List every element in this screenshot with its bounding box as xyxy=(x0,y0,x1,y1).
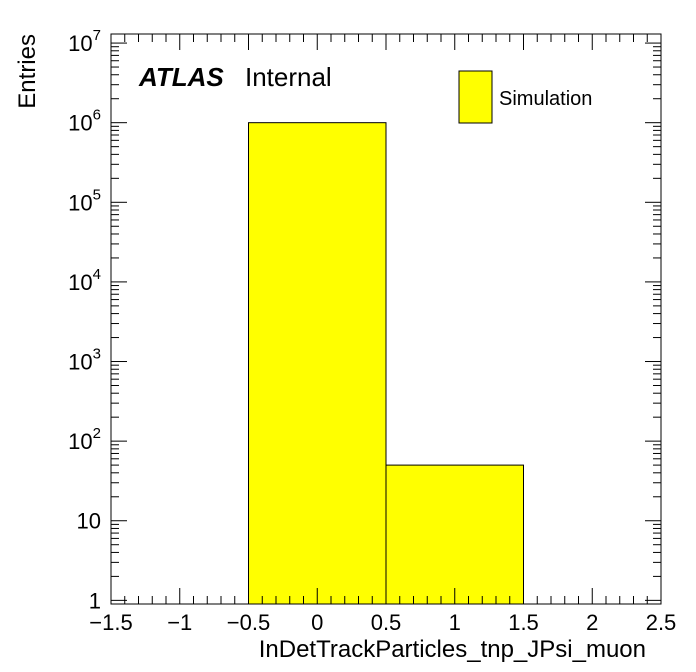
x-tick-label: 0 xyxy=(311,610,323,635)
y-axis-title: Entries xyxy=(14,34,41,109)
x-tick-label: 1 xyxy=(449,610,461,635)
histogram-bin-0 xyxy=(248,122,387,605)
atlas-label-status: Internal xyxy=(245,62,332,92)
y-tick-label: 102 xyxy=(68,425,101,454)
y-tick-label: 10 xyxy=(77,509,101,534)
x-tick-label: −1 xyxy=(167,610,192,635)
x-tick-label: 0.5 xyxy=(371,610,402,635)
axis-ticks xyxy=(110,34,662,604)
x-tick-label: −0.5 xyxy=(227,610,270,635)
x-tick-label: 1.5 xyxy=(508,610,539,635)
y-tick-label: 1 xyxy=(89,588,101,613)
legend-label-simulation: Simulation xyxy=(499,88,592,110)
x-tick-label: −1.5 xyxy=(89,610,132,635)
y-tick-label: 107 xyxy=(68,27,101,56)
x-tick-label: 2.5 xyxy=(646,610,677,635)
x-axis-title: InDetTrackParticles_tnp_JPsi_muon xyxy=(259,636,646,663)
y-tick-label: 103 xyxy=(68,346,101,375)
x-tick-label: 2 xyxy=(586,610,598,635)
y-tick-label: 105 xyxy=(68,186,101,215)
atlas-label: ATLAS Internal xyxy=(138,62,332,92)
y-tick-label: 104 xyxy=(68,266,101,295)
legend: Simulation xyxy=(458,70,592,124)
atlas-label-bold: ATLAS xyxy=(138,62,224,92)
y-tick-label: 106 xyxy=(68,107,101,136)
tick-labels: −1.5 −1 −0.5 0 0.5 1 1.5 2 2.5 1 10 102 103 104 105 106… xyxy=(68,27,676,635)
histogram-bin-1 xyxy=(385,464,524,605)
legend-swatch-simulation xyxy=(458,70,493,124)
histogram-bars xyxy=(248,122,524,605)
